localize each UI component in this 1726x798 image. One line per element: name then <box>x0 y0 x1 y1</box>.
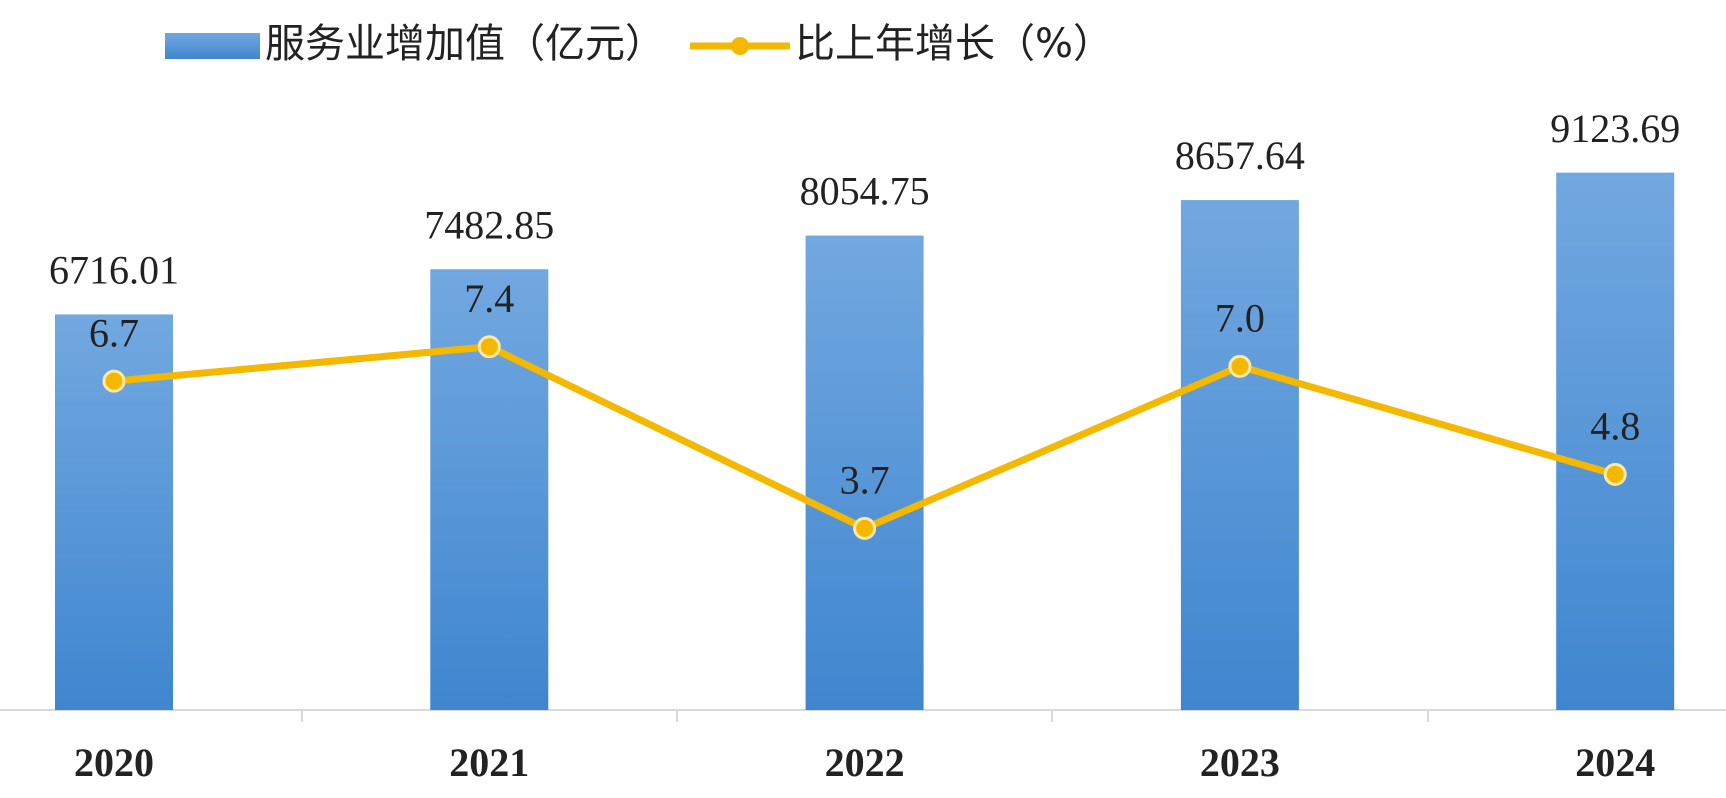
line-marker <box>477 335 501 359</box>
line-marker <box>1228 354 1252 378</box>
legend-label: 服务业增加值（亿元） <box>265 21 665 67</box>
bar-value-label: 7482.85 <box>424 202 554 247</box>
x-tick-label: 2020 <box>74 740 154 785</box>
x-tick-label: 2021 <box>449 740 529 785</box>
line-value-label: 7.0 <box>1215 296 1265 341</box>
legend-label: 比上年增长（%） <box>795 21 1113 67</box>
legend-swatch <box>165 33 260 59</box>
bar <box>1180 200 1299 710</box>
line-value-label: 6.7 <box>89 310 139 355</box>
bar-value-label: 9123.69 <box>1550 106 1680 151</box>
line-marker <box>1603 462 1627 486</box>
line-value-label: 4.8 <box>1590 404 1640 449</box>
line-marker <box>853 516 877 540</box>
x-axis-ticks <box>301 710 1429 722</box>
legend-marker <box>731 37 749 55</box>
line-value-label: 3.7 <box>840 458 890 503</box>
x-tick-label: 2024 <box>1575 740 1655 785</box>
x-tick-label: 2022 <box>825 740 905 785</box>
bar-value-label: 6716.01 <box>49 248 179 293</box>
line-value-label: 7.4 <box>464 276 514 321</box>
line-marker <box>102 369 126 393</box>
bar <box>805 235 924 710</box>
bar <box>1556 172 1675 711</box>
bar-value-label: 8657.64 <box>1175 133 1305 178</box>
bar-value-label: 8054.75 <box>800 169 930 214</box>
x-tick-label: 2023 <box>1200 740 1280 785</box>
